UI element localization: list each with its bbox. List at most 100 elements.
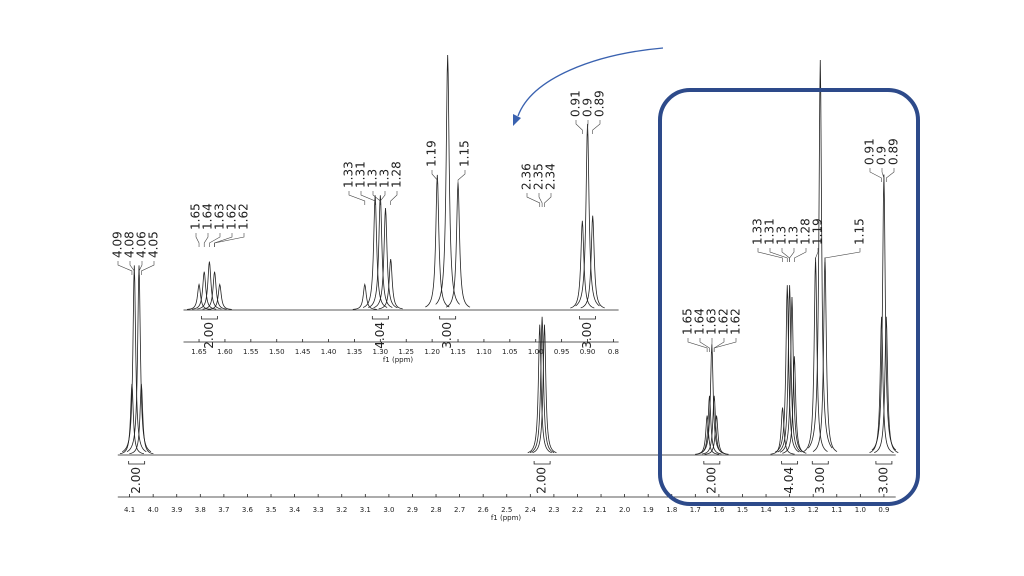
x-tick-label: 1.1 bbox=[831, 506, 842, 514]
peak-label-leader bbox=[815, 248, 819, 262]
peak-label: 1.15 bbox=[853, 218, 867, 245]
x-tick-label: 1.6 bbox=[713, 506, 725, 514]
x-tick-label: 1.8 bbox=[666, 506, 677, 514]
peak-label-leader bbox=[203, 233, 209, 247]
peak-label: 4.06 bbox=[135, 231, 149, 258]
peak-label: 4.05 bbox=[147, 231, 161, 258]
x-tick-label: 1.15 bbox=[450, 348, 466, 356]
peak bbox=[869, 316, 894, 453]
peak-label: 1.31 bbox=[763, 218, 777, 245]
peak-label: 2.34 bbox=[544, 163, 558, 190]
peak-label-leader bbox=[431, 170, 438, 184]
x-tick-label: 1.3 bbox=[784, 506, 795, 514]
peak-label: 0.9 bbox=[581, 98, 595, 117]
peak-label: 1.64 bbox=[693, 308, 707, 335]
peak-label: 1.31 bbox=[354, 161, 368, 188]
peak-label: 1.28 bbox=[799, 218, 813, 245]
x-tick-label: 3.9 bbox=[171, 506, 182, 514]
peak bbox=[702, 395, 727, 455]
peak bbox=[187, 282, 212, 310]
peak bbox=[435, 54, 460, 305]
peak-label-leader bbox=[881, 168, 885, 182]
peak bbox=[425, 174, 450, 308]
peak-label-leader bbox=[757, 248, 783, 262]
x-tick-label: 3.4 bbox=[289, 506, 301, 514]
peak bbox=[782, 356, 807, 454]
arrow-head bbox=[513, 114, 521, 126]
peak-label-leader bbox=[781, 248, 790, 262]
x-axis-label: f1 (ppm) bbox=[491, 514, 522, 522]
peak-label: 4.09 bbox=[111, 231, 125, 258]
integral-label: 3.00 bbox=[813, 467, 827, 494]
peak bbox=[770, 407, 795, 455]
x-tick-label: 1.35 bbox=[347, 348, 363, 356]
peak-label: 2.35 bbox=[532, 163, 546, 190]
peak bbox=[532, 324, 557, 454]
peak-label: 2.36 bbox=[520, 163, 534, 190]
x-tick-label: 1.50 bbox=[269, 348, 285, 356]
peak-label-leader bbox=[117, 261, 133, 275]
peak-label-leader bbox=[713, 338, 725, 352]
peak-label: 0.91 bbox=[569, 90, 583, 117]
arrow bbox=[517, 47, 664, 117]
peak-label: 1.65 bbox=[189, 203, 203, 230]
peak bbox=[527, 324, 552, 454]
integral-label: 2.00 bbox=[129, 467, 143, 494]
peak-label: 1.15 bbox=[458, 140, 472, 167]
peak bbox=[575, 123, 600, 307]
peak-label: 1.62 bbox=[225, 203, 239, 230]
x-tick-label: 1.00 bbox=[528, 348, 544, 356]
x-tick-label: 0.9 bbox=[878, 506, 889, 514]
integral-bracket bbox=[781, 461, 799, 465]
integral-label: 3.00 bbox=[440, 322, 454, 349]
peak bbox=[362, 195, 388, 308]
x-tick-label: 1.55 bbox=[243, 348, 259, 356]
peak bbox=[570, 220, 595, 309]
integral-bracket bbox=[579, 316, 596, 320]
peak-label: 1.65 bbox=[681, 308, 695, 335]
x-tick-label: 1.20 bbox=[424, 348, 440, 356]
x-tick-label: 3.5 bbox=[265, 506, 276, 514]
integral-bracket bbox=[533, 461, 551, 465]
peak-label: 1.63 bbox=[705, 308, 719, 335]
peak bbox=[192, 271, 217, 310]
x-tick-label: 1.45 bbox=[295, 348, 311, 356]
x-tick-label: 3.3 bbox=[313, 506, 324, 514]
peak-label-leader bbox=[372, 191, 381, 205]
peak-label-leader bbox=[457, 170, 466, 184]
x-tick-label: 2.8 bbox=[430, 506, 441, 514]
peak-label: 1.64 bbox=[201, 203, 215, 230]
x-tick-label: 3.7 bbox=[218, 506, 229, 514]
integral-bracket bbox=[200, 316, 218, 320]
x-tick-label: 1.4 bbox=[760, 506, 772, 514]
integral-label: 2.00 bbox=[704, 467, 718, 494]
x-tick-label: 2.1 bbox=[595, 506, 606, 514]
x-tick-label: 1.10 bbox=[476, 348, 492, 356]
peak-label: 1.28 bbox=[390, 161, 404, 188]
peak bbox=[580, 215, 605, 309]
peak-label-leader bbox=[687, 338, 708, 352]
integral-label: 4.04 bbox=[373, 322, 387, 349]
peak bbox=[704, 415, 729, 455]
x-tick-label: 1.65 bbox=[191, 348, 207, 356]
peak bbox=[207, 282, 232, 310]
peak bbox=[775, 285, 800, 453]
x-tick-label: 4.0 bbox=[148, 506, 159, 514]
peak-label-leader bbox=[544, 193, 552, 207]
integral-bracket bbox=[371, 316, 389, 320]
x-tick-label: 2.7 bbox=[454, 506, 465, 514]
peak-label-leader bbox=[713, 338, 737, 352]
peak bbox=[777, 285, 802, 453]
peak bbox=[874, 316, 899, 453]
peak bbox=[122, 265, 147, 453]
x-tick-label: 1.25 bbox=[398, 348, 414, 356]
peak bbox=[126, 265, 152, 453]
peak-label: 1.3 bbox=[775, 226, 789, 245]
integral-bracket bbox=[703, 461, 721, 465]
peak bbox=[779, 296, 805, 453]
peak bbox=[202, 271, 227, 310]
x-tick-label: 2.5 bbox=[501, 506, 512, 514]
x-tick-label: 1.30 bbox=[373, 348, 389, 356]
x-tick-label: 1.60 bbox=[217, 348, 233, 356]
